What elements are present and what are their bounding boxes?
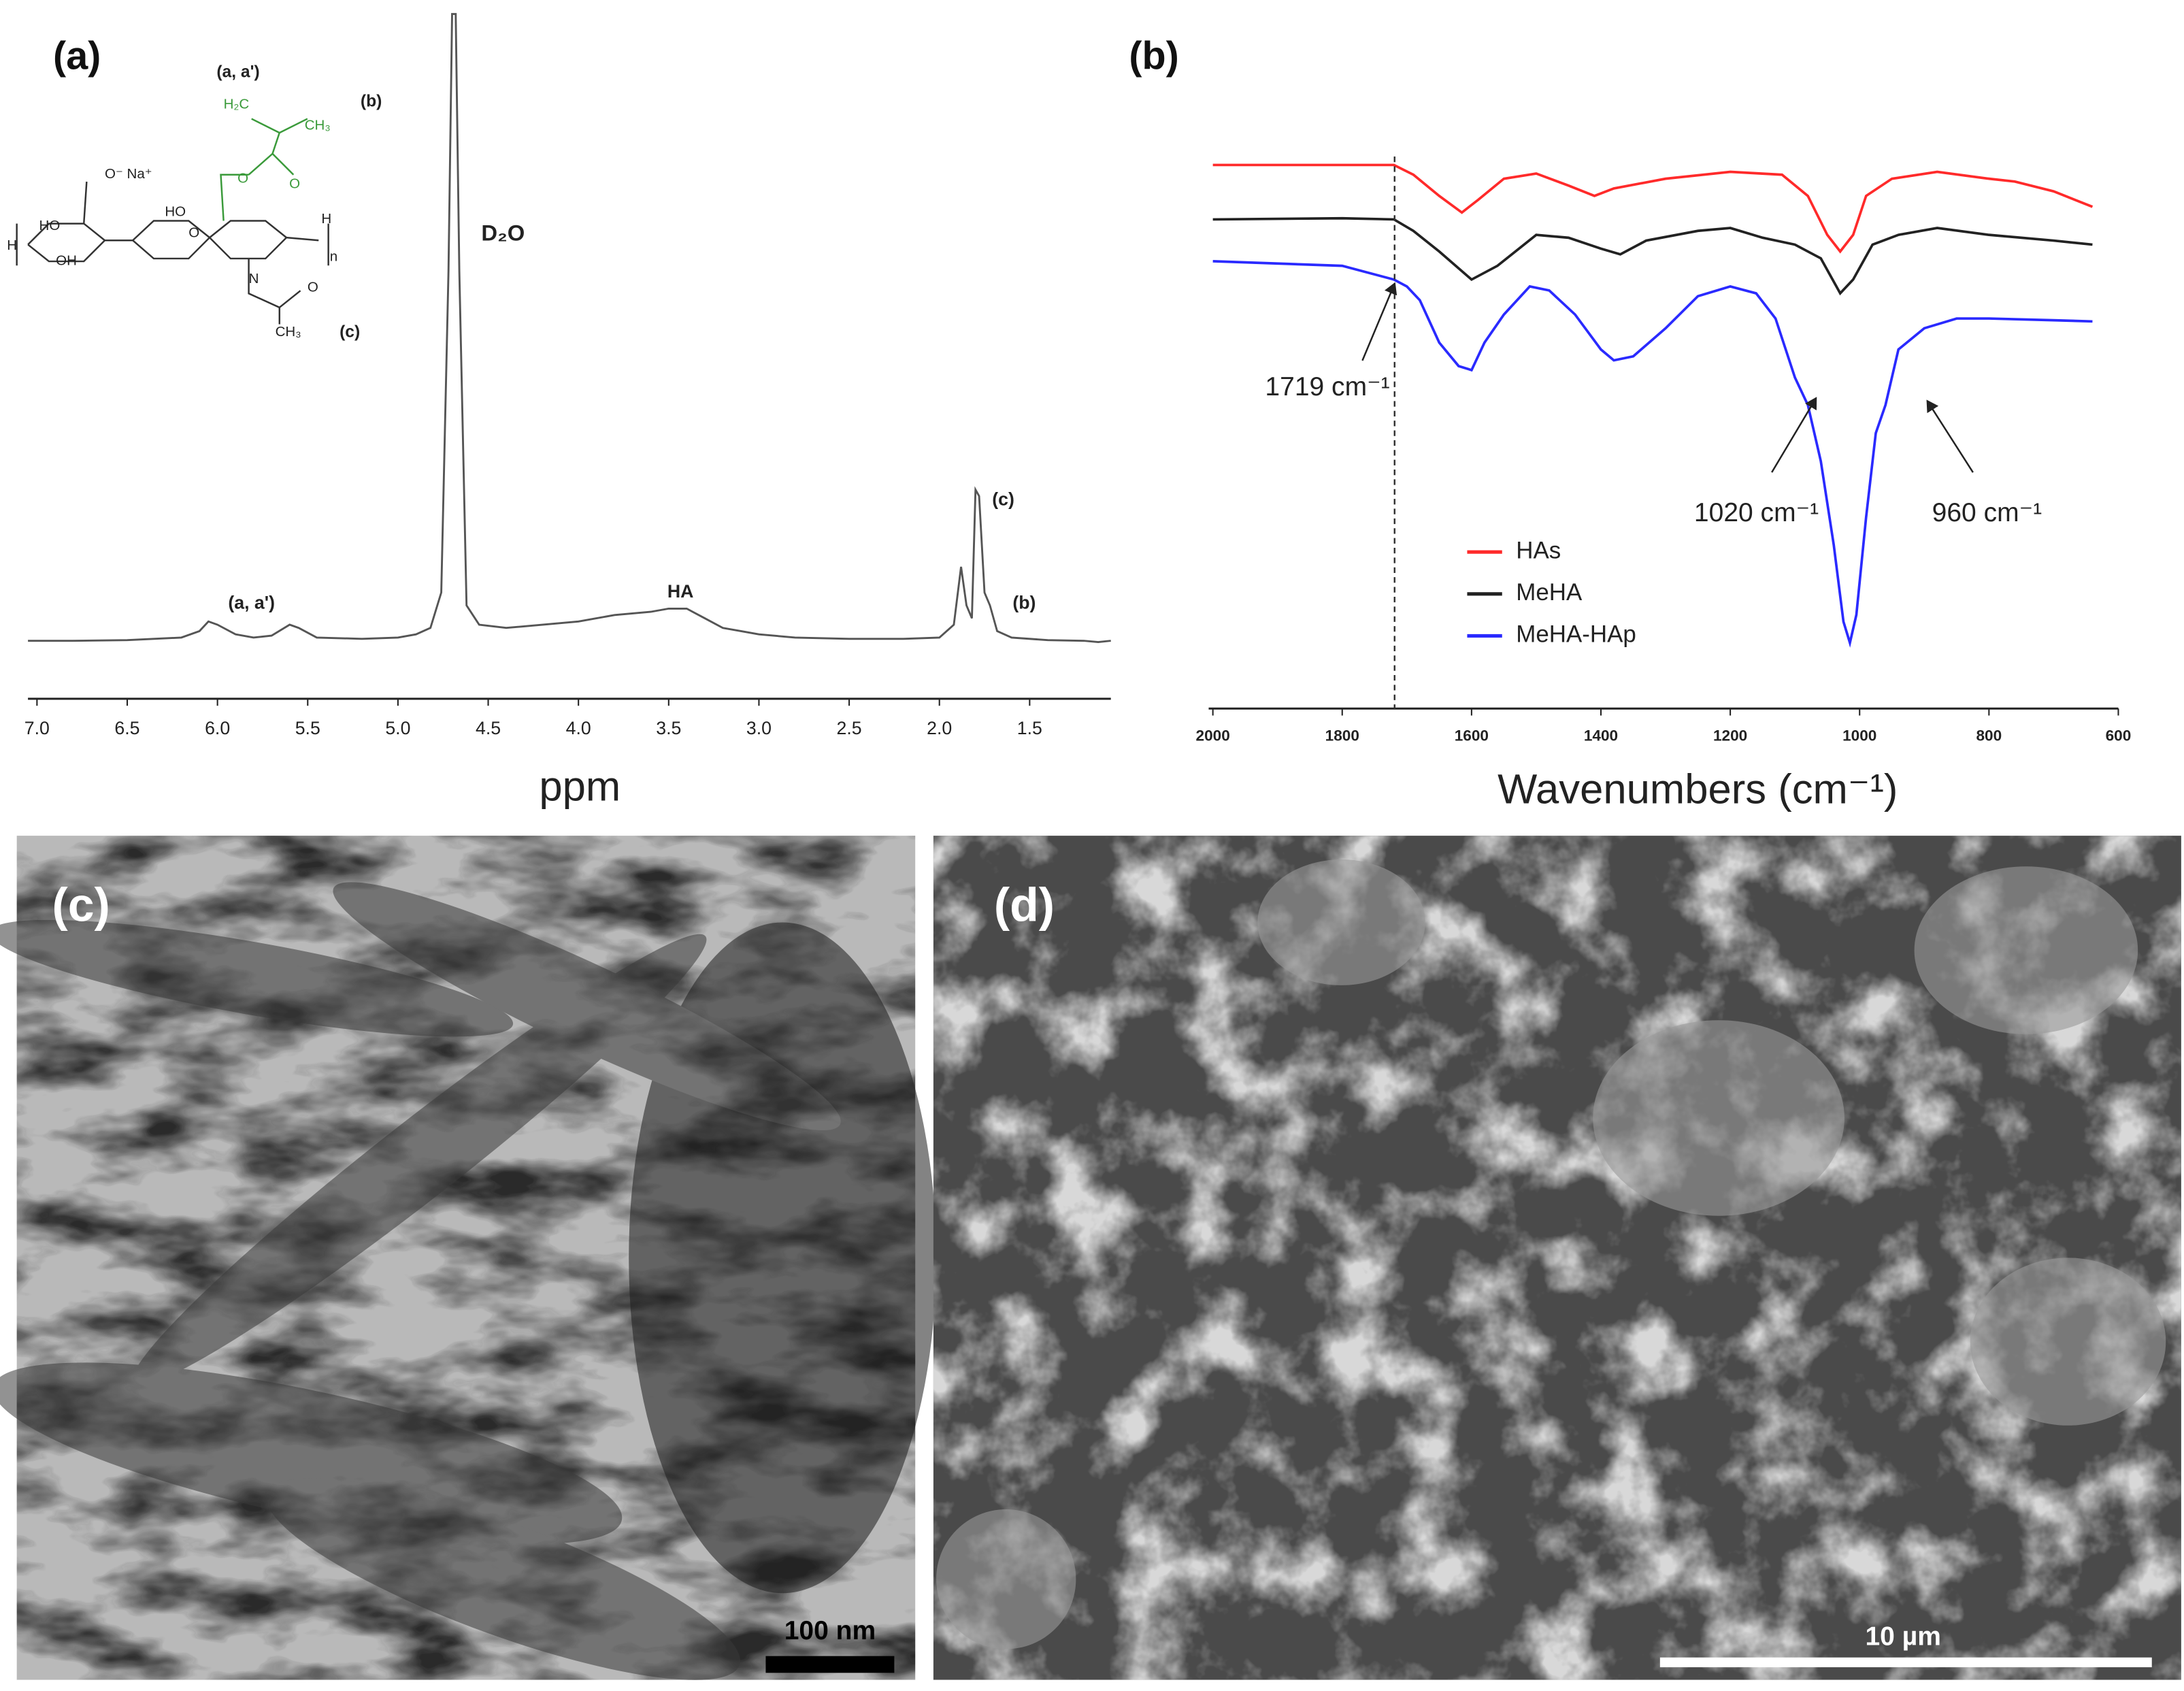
x-tick-label: 1000 bbox=[1842, 727, 1876, 744]
x-axis-title: Wavenumbers (cm⁻¹) bbox=[1498, 766, 1898, 813]
legend-label: HAs bbox=[1516, 537, 1561, 563]
x-tick-label: 1800 bbox=[1325, 727, 1359, 744]
structure-label: CH₃ bbox=[276, 324, 301, 340]
structure-label: O bbox=[188, 225, 199, 240]
panel-label: (b) bbox=[1129, 34, 1178, 78]
scale-bar bbox=[765, 1656, 895, 1673]
x-tick-label: 3.0 bbox=[746, 718, 772, 738]
x-tick-label: 5.0 bbox=[385, 718, 410, 738]
structure-label: O bbox=[237, 170, 248, 186]
x-tick-label: 1400 bbox=[1584, 727, 1618, 744]
structure bbox=[16, 118, 329, 325]
x-tick-label: 2000 bbox=[1196, 727, 1230, 744]
peak-label: (c) bbox=[992, 489, 1014, 509]
structure-label: n bbox=[330, 248, 337, 264]
sem-particles bbox=[936, 859, 2166, 1649]
x-tick-label: 6.0 bbox=[205, 718, 230, 738]
panel-label: (a) bbox=[53, 34, 101, 78]
annotation-label: 960 cm⁻¹ bbox=[1932, 498, 2042, 527]
x-tick-label: 5.5 bbox=[295, 718, 320, 738]
panel-label: (c) bbox=[52, 878, 110, 931]
ftir-line bbox=[1212, 216, 2093, 296]
scale-bar-label: 10 µm bbox=[1865, 1622, 1940, 1651]
x-axis-title: ppm bbox=[539, 764, 621, 810]
annotation-label: 1719 cm⁻¹ bbox=[1265, 372, 1389, 401]
nmr-line bbox=[28, 13, 1111, 643]
x-tick-label: 3.5 bbox=[656, 718, 681, 738]
x-tick-label: 1.5 bbox=[1017, 718, 1042, 738]
structure-label: OH bbox=[56, 252, 77, 268]
annotation-label: 1020 cm⁻¹ bbox=[1694, 498, 1819, 527]
scale-bar bbox=[1659, 1657, 2152, 1668]
x-tick-label: 7.0 bbox=[24, 718, 50, 738]
peak-label: (a, a') bbox=[228, 592, 275, 612]
x-tick-label: 600 bbox=[2106, 727, 2132, 744]
structure-label: H bbox=[321, 211, 331, 227]
ftir-line bbox=[1212, 163, 2094, 254]
ftir-line bbox=[1212, 260, 2093, 648]
structure-label: O bbox=[308, 279, 318, 295]
legend-label: MeHA bbox=[1516, 579, 1583, 606]
scale-bar-label: 100 nm bbox=[784, 1616, 876, 1645]
structure-label: N bbox=[249, 271, 259, 286]
structure-label: H₂C bbox=[224, 96, 250, 112]
structure-label: HO bbox=[39, 218, 61, 233]
tem-image bbox=[0, 836, 937, 1680]
structure-label: HO bbox=[165, 204, 186, 220]
tem-rods bbox=[0, 882, 937, 1680]
annotation-arrow bbox=[1771, 397, 1817, 473]
peak-label: D₂O bbox=[481, 220, 525, 246]
legend-label: MeHA-HAp bbox=[1516, 621, 1636, 648]
structure-label: (b) bbox=[361, 92, 382, 110]
peak-label: HA bbox=[667, 581, 694, 602]
annotation-arrow bbox=[1361, 282, 1397, 361]
structure-label: O bbox=[289, 176, 300, 192]
x-tick-label: 800 bbox=[1976, 727, 2002, 744]
annotation-arrow bbox=[1926, 399, 1974, 473]
structure-label: CH₃ bbox=[305, 117, 331, 133]
x-tick-label: 4.5 bbox=[476, 718, 501, 738]
peak-label: (b) bbox=[1012, 592, 1036, 612]
structure-label: H bbox=[7, 237, 17, 253]
x-tick-label: 1200 bbox=[1713, 727, 1747, 744]
sem-image bbox=[933, 836, 2181, 1680]
x-tick-label: 2.5 bbox=[837, 718, 862, 738]
structure-label: (c) bbox=[340, 323, 360, 341]
structure-label: (a, a') bbox=[216, 63, 259, 81]
x-tick-label: 6.5 bbox=[114, 718, 139, 738]
x-tick-label: 1600 bbox=[1455, 727, 1489, 744]
x-tick-label: 4.0 bbox=[566, 718, 591, 738]
panel-label: (d) bbox=[994, 878, 1055, 931]
structure-label: O⁻ Na⁺ bbox=[105, 166, 152, 182]
x-tick-label: 2.0 bbox=[927, 718, 952, 738]
